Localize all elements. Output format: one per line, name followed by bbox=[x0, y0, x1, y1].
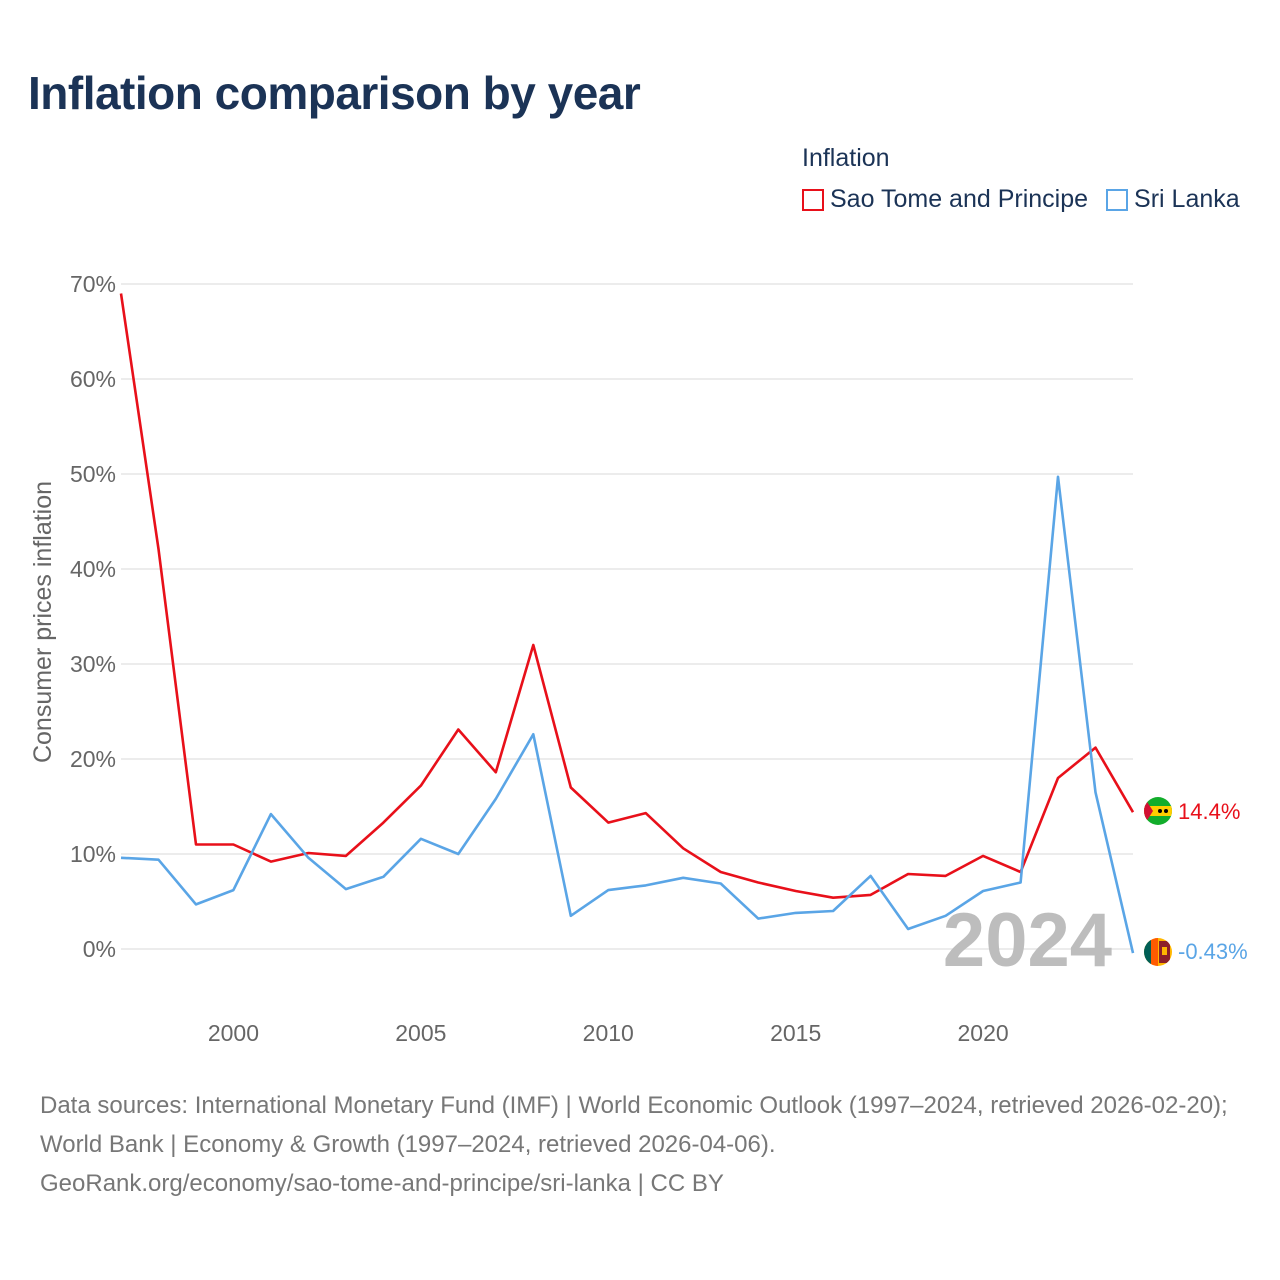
x-tick-labels: 2000 2005 2010 2015 2020 bbox=[208, 1020, 1009, 1046]
series-lines bbox=[119, 293, 1135, 954]
series-line-lka[interactable] bbox=[120, 475, 1135, 954]
legend: Sao Tome and Principe Sri Lanka bbox=[802, 185, 1240, 214]
sources-text: Data sources: International Monetary Fun… bbox=[40, 1092, 1228, 1158]
legend-label-sri-lanka: Sri Lanka bbox=[1134, 185, 1240, 213]
y-tick-label: 0% bbox=[83, 936, 116, 962]
legend-title: Inflation bbox=[802, 144, 890, 172]
grid-lines bbox=[121, 283, 1133, 950]
sri-lanka-end-value: -0.43% bbox=[1178, 939, 1248, 964]
x-tick-label: 2005 bbox=[395, 1020, 446, 1046]
y-tick-label: 40% bbox=[70, 556, 116, 582]
sao-tome-flag-icon bbox=[1144, 797, 1172, 825]
y-tick-label: 50% bbox=[70, 461, 116, 487]
y-tick-label: 30% bbox=[70, 651, 116, 677]
legend-item-sri-lanka[interactable]: Sri Lanka bbox=[1106, 185, 1240, 214]
y-tick-label: 10% bbox=[70, 841, 116, 867]
data-sources: Data sources: International Monetary Fun… bbox=[40, 1086, 1250, 1203]
x-tick-label: 2010 bbox=[583, 1020, 634, 1046]
y-tick-label: 20% bbox=[70, 746, 116, 772]
legend-label-sao-tome: Sao Tome and Principe bbox=[830, 185, 1089, 213]
y-tick-label: 70% bbox=[70, 271, 116, 297]
sao-tome-end-value: 14.4% bbox=[1178, 799, 1240, 824]
sri-lanka-flag-icon bbox=[1144, 938, 1172, 966]
x-tick-label: 2000 bbox=[208, 1020, 259, 1046]
x-tick-label: 2020 bbox=[957, 1020, 1008, 1046]
legend-item-sao-tome[interactable]: Sao Tome and Principe bbox=[802, 185, 1088, 214]
x-tick-label: 2015 bbox=[770, 1020, 821, 1046]
year-watermark: 2024 bbox=[943, 898, 1112, 983]
chart-title: Inflation comparison by year bbox=[28, 67, 641, 119]
y-tick-labels: 0% 10% 20% 30% 40% 50% 60% 70% bbox=[70, 271, 116, 962]
sources-link[interactable]: GeoRank.org/economy/sao-tome-and-princip… bbox=[40, 1170, 724, 1197]
line-chart: 0% 10% 20% 30% 40% 50% 60% 70% 2000 2005 2010 2015… bbox=[29, 271, 1248, 1046]
y-axis-label: Consumer prices inflation bbox=[29, 481, 57, 763]
y-tick-label: 60% bbox=[70, 366, 116, 392]
legend-swatch-sri-lanka bbox=[1106, 188, 1129, 211]
legend-swatch-sao-tome bbox=[802, 188, 824, 211]
series-line-stp[interactable] bbox=[119, 293, 1135, 900]
